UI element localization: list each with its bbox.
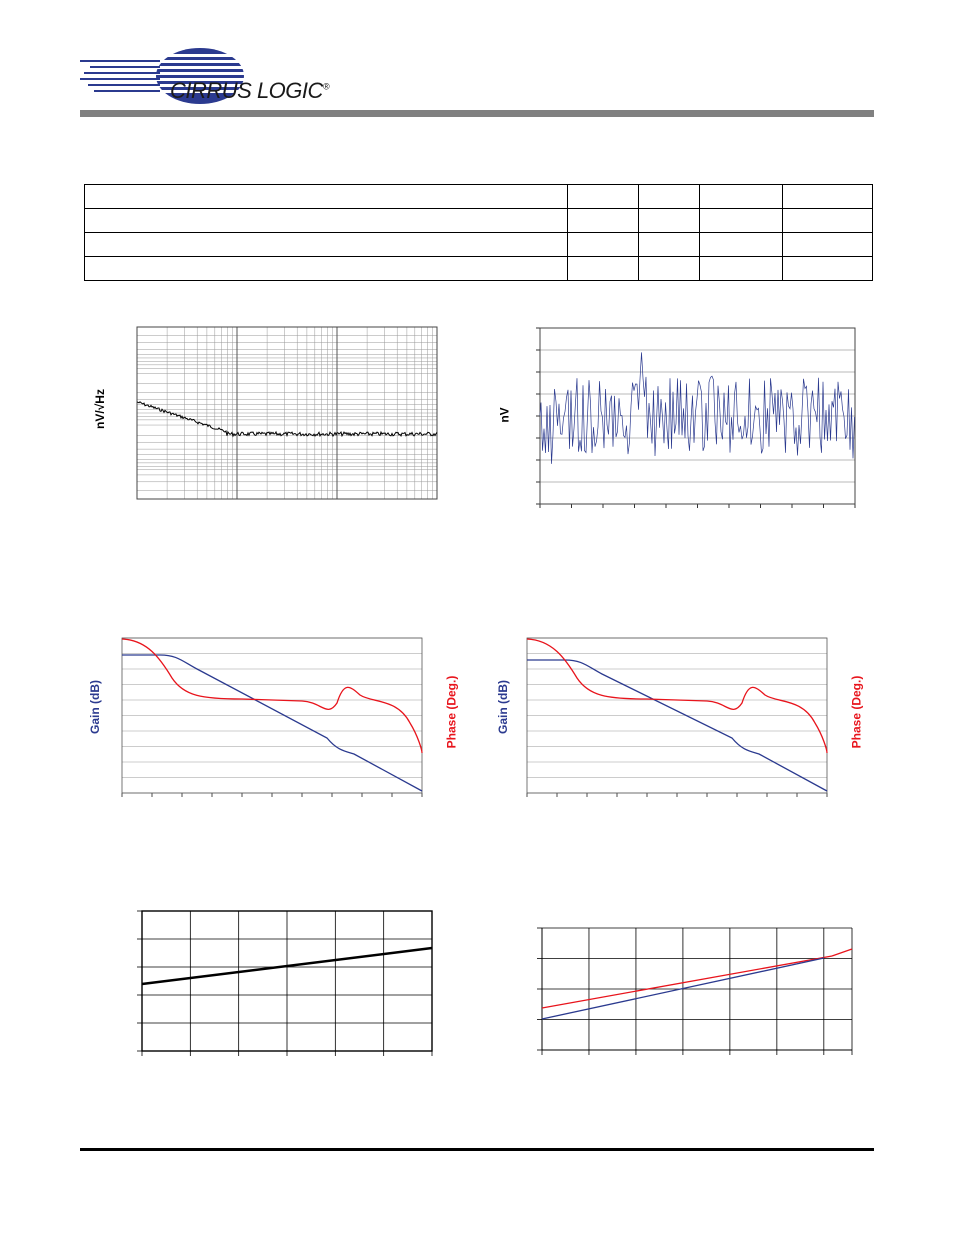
spec-table-cell [782, 256, 873, 281]
chart-linear-right [537, 927, 853, 1055]
series-line [141, 946, 433, 986]
series-gain [527, 659, 828, 792]
series-noise-density [136, 401, 438, 438]
spec-table-cell [638, 208, 701, 233]
spec-table-cell [638, 184, 701, 209]
spec-table-cell [83, 256, 569, 281]
plot-frame [121, 637, 423, 794]
spec-table-cell [699, 256, 784, 281]
spec-table-cell [638, 256, 701, 281]
chart-gain-phase-right [526, 637, 828, 797]
spec-table-row [83, 184, 873, 209]
series-noise-time [539, 352, 855, 464]
spec-table-cell [567, 208, 640, 233]
spec-table-cell [638, 232, 701, 257]
chart-noise-time-ylabel: nV [497, 407, 512, 423]
plot-frame [526, 637, 828, 794]
spec-table-cell [83, 208, 569, 233]
plot-frame [141, 910, 433, 1052]
series-phase [121, 638, 423, 754]
series-red [541, 955, 833, 1009]
spec-table-row [83, 256, 873, 281]
plot-frame [136, 326, 438, 500]
spec-table-cell [699, 184, 784, 209]
chart-linear-left [137, 910, 433, 1056]
logo-name: CIRRUS LOGIC [170, 78, 323, 103]
chart-gain-phase-left-ylabel: Gain (dB) [88, 680, 102, 734]
series-red-end [831, 948, 853, 957]
spec-table-cell [567, 256, 640, 281]
chart-gain-phase-left-y2label: Phase (Deg.) [444, 675, 459, 749]
footer-rule [80, 1148, 874, 1151]
header-bar [80, 110, 874, 117]
spec-table-cell [83, 232, 569, 257]
spec-table-cell [567, 184, 640, 209]
spec-table-cell [83, 184, 569, 209]
series-blue [541, 957, 825, 1020]
chart-gain-phase-right-y2label: Phase (Deg.) [849, 675, 864, 749]
spec-table-row [83, 232, 873, 257]
spec-table-cell [699, 208, 784, 233]
chart-noise-density [136, 326, 438, 500]
chart-gain-phase-left [121, 637, 423, 797]
chart-gain-phase-right-ylabel: Gain (dB) [496, 680, 510, 734]
series-gain [122, 654, 423, 792]
spec-table-cell [782, 184, 873, 209]
chart-noise-density-ylabel: nV/√Hz [92, 389, 107, 429]
spec-table [83, 184, 873, 281]
spec-table-cell [567, 232, 640, 257]
series-phase [526, 638, 828, 754]
logo-wordmark: CIRRUS LOGIC® [170, 78, 330, 104]
spec-table-row [83, 208, 873, 233]
spec-table-cell [782, 208, 873, 233]
cirrus-logic-logo-mark [80, 48, 250, 104]
logo-registered-mark: ® [322, 81, 330, 92]
spec-table-cell [782, 232, 873, 257]
spec-table-cell [699, 232, 784, 257]
chart-noise-time [536, 327, 856, 508]
